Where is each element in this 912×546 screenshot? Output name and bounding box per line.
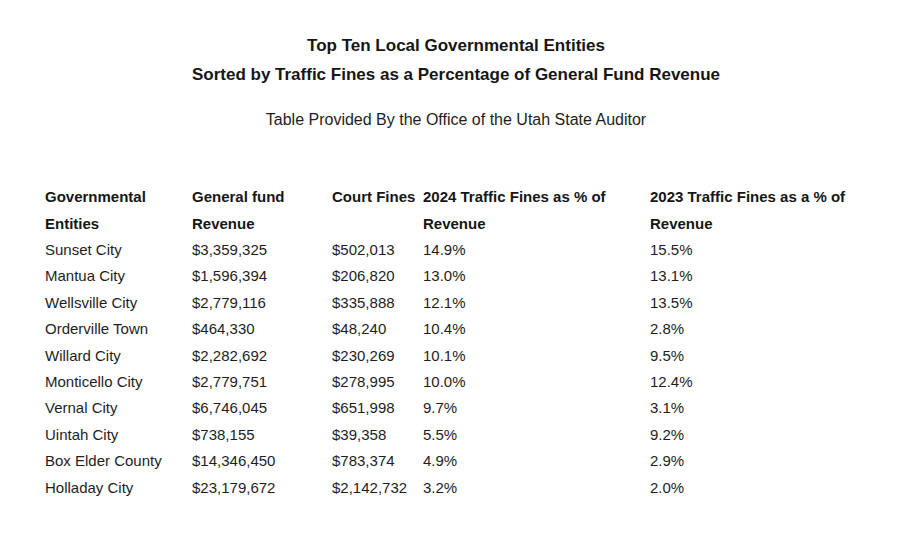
title-line-2: Sorted by Traffic Fines as a Percentage … bbox=[0, 60, 912, 89]
column-header-2023-fines-pct: 2023 Traffic Fines as a % of Revenue bbox=[650, 183, 871, 237]
cell-court-fines: $278,995 bbox=[332, 369, 423, 395]
cell-2023-fines-pct: 9.5% bbox=[650, 343, 871, 369]
column-header-2024-fines-pct: 2024 Traffic Fines as % of Revenue bbox=[423, 183, 650, 237]
cell-general-fund-revenue: $2,282,692 bbox=[192, 343, 332, 369]
cell-entity: Orderville Town bbox=[45, 316, 192, 342]
cell-entity: Box Elder County bbox=[45, 448, 192, 474]
cell-2023-fines-pct: 2.9% bbox=[650, 448, 871, 474]
cell-2024-fines-pct: 10.0% bbox=[423, 369, 650, 395]
cell-court-fines: $2,142,732 bbox=[332, 475, 423, 501]
cell-2023-fines-pct: 12.4% bbox=[650, 369, 871, 395]
column-header-entity-line2: Entities bbox=[45, 210, 192, 237]
column-header-entity-line1: Governmental bbox=[45, 183, 192, 210]
cell-2023-fines-pct: 3.1% bbox=[650, 395, 871, 421]
page-title: Top Ten Local Governmental Entities Sort… bbox=[0, 0, 912, 89]
column-header-2023-fines-pct-line2: Revenue bbox=[650, 210, 871, 237]
table-row: Wellsville City $2,779,116 $335,888 12.1… bbox=[45, 290, 871, 316]
table-caption: Table Provided By the Office of the Utah… bbox=[0, 112, 912, 128]
cell-2023-fines-pct: 9.2% bbox=[650, 422, 871, 448]
cell-court-fines: $502,013 bbox=[332, 237, 423, 263]
header-row: Governmental Entities General fund Reven… bbox=[45, 183, 871, 237]
cell-2024-fines-pct: 10.4% bbox=[423, 316, 650, 342]
cell-court-fines: $783,374 bbox=[332, 448, 423, 474]
column-header-general-fund-revenue: General fund Revenue bbox=[192, 183, 332, 237]
column-header-general-fund-revenue-line1: General fund bbox=[192, 183, 332, 210]
cell-general-fund-revenue: $2,779,751 bbox=[192, 369, 332, 395]
column-header-2024-fines-pct-line1: 2024 Traffic Fines as % of bbox=[423, 183, 650, 210]
column-header-general-fund-revenue-line2: Revenue bbox=[192, 210, 332, 237]
cell-2024-fines-pct: 12.1% bbox=[423, 290, 650, 316]
cell-court-fines: $206,820 bbox=[332, 263, 423, 289]
column-header-entity: Governmental Entities bbox=[45, 183, 192, 237]
cell-general-fund-revenue: $1,596,394 bbox=[192, 263, 332, 289]
cell-court-fines: $335,888 bbox=[332, 290, 423, 316]
table-row: Uintah City $738,155 $39,358 5.5% 9.2% bbox=[45, 422, 871, 448]
cell-2024-fines-pct: 3.2% bbox=[423, 475, 650, 501]
cell-general-fund-revenue: $2,779,116 bbox=[192, 290, 332, 316]
table-row: Box Elder County $14,346,450 $783,374 4.… bbox=[45, 448, 871, 474]
table-row: Vernal City $6,746,045 $651,998 9.7% 3.1… bbox=[45, 395, 871, 421]
cell-2024-fines-pct: 4.9% bbox=[423, 448, 650, 474]
cell-2023-fines-pct: 2.8% bbox=[650, 316, 871, 342]
cell-entity: Mantua City bbox=[45, 263, 192, 289]
table-header: Governmental Entities General fund Reven… bbox=[45, 183, 871, 237]
cell-2023-fines-pct: 13.5% bbox=[650, 290, 871, 316]
cell-2024-fines-pct: 5.5% bbox=[423, 422, 650, 448]
cell-general-fund-revenue: $6,746,045 bbox=[192, 395, 332, 421]
cell-court-fines: $48,240 bbox=[332, 316, 423, 342]
column-header-court-fines: Court Fines bbox=[332, 183, 423, 237]
table-row: Mantua City $1,596,394 $206,820 13.0% 13… bbox=[45, 263, 871, 289]
table-row: Sunset City $3,359,325 $502,013 14.9% 15… bbox=[45, 237, 871, 263]
table-row: Monticello City $2,779,751 $278,995 10.0… bbox=[45, 369, 871, 395]
cell-court-fines: $651,998 bbox=[332, 395, 423, 421]
title-line-1: Top Ten Local Governmental Entities bbox=[0, 31, 912, 60]
cell-general-fund-revenue: $23,179,672 bbox=[192, 475, 332, 501]
fines-table: Governmental Entities General fund Reven… bbox=[45, 183, 871, 501]
cell-entity: Monticello City bbox=[45, 369, 192, 395]
column-header-court-fines-line2 bbox=[332, 210, 423, 237]
cell-entity: Vernal City bbox=[45, 395, 192, 421]
table-row: Holladay City $23,179,672 $2,142,732 3.2… bbox=[45, 475, 871, 501]
cell-general-fund-revenue: $14,346,450 bbox=[192, 448, 332, 474]
cell-general-fund-revenue: $3,359,325 bbox=[192, 237, 332, 263]
cell-court-fines: $39,358 bbox=[332, 422, 423, 448]
cell-2024-fines-pct: 10.1% bbox=[423, 343, 650, 369]
cell-entity: Wellsville City bbox=[45, 290, 192, 316]
table-row: Willard City $2,282,692 $230,269 10.1% 9… bbox=[45, 343, 871, 369]
cell-2024-fines-pct: 13.0% bbox=[423, 263, 650, 289]
cell-2023-fines-pct: 2.0% bbox=[650, 475, 871, 501]
cell-court-fines: $230,269 bbox=[332, 343, 423, 369]
cell-entity: Sunset City bbox=[45, 237, 192, 263]
column-header-court-fines-line1: Court Fines bbox=[332, 183, 423, 210]
cell-general-fund-revenue: $738,155 bbox=[192, 422, 332, 448]
table-body: Sunset City $3,359,325 $502,013 14.9% 15… bbox=[45, 237, 871, 501]
cell-2023-fines-pct: 15.5% bbox=[650, 237, 871, 263]
cell-entity: Uintah City bbox=[45, 422, 192, 448]
cell-general-fund-revenue: $464,330 bbox=[192, 316, 332, 342]
cell-2023-fines-pct: 13.1% bbox=[650, 263, 871, 289]
cell-2024-fines-pct: 9.7% bbox=[423, 395, 650, 421]
cell-2024-fines-pct: 14.9% bbox=[423, 237, 650, 263]
cell-entity: Holladay City bbox=[45, 475, 192, 501]
table-row: Orderville Town $464,330 $48,240 10.4% 2… bbox=[45, 316, 871, 342]
column-header-2024-fines-pct-line2: Revenue bbox=[423, 210, 650, 237]
page: Top Ten Local Governmental Entities Sort… bbox=[0, 0, 912, 546]
cell-entity: Willard City bbox=[45, 343, 192, 369]
column-header-2023-fines-pct-line1: 2023 Traffic Fines as a % of bbox=[650, 183, 871, 210]
